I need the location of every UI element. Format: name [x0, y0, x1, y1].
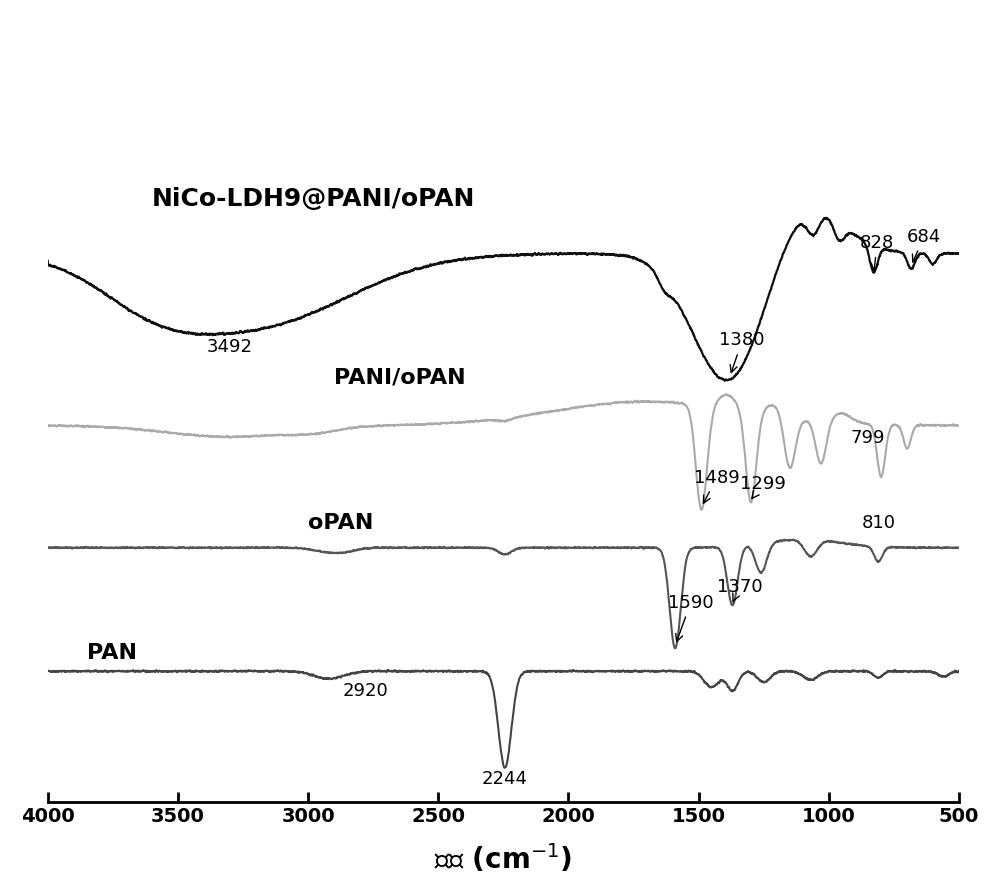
Text: 810: 810	[861, 513, 895, 531]
Text: 828: 828	[860, 234, 894, 271]
Text: 1489: 1489	[694, 469, 740, 504]
Text: PANI/oPAN: PANI/oPAN	[334, 367, 466, 387]
Text: PAN: PAN	[87, 643, 137, 663]
Text: 1370: 1370	[717, 578, 762, 601]
Text: 3492: 3492	[207, 338, 253, 356]
Text: 799: 799	[851, 429, 885, 447]
Text: NiCo-LDH9@PANI/oPAN: NiCo-LDH9@PANI/oPAN	[152, 187, 475, 211]
Text: oPAN: oPAN	[308, 513, 373, 533]
Text: 1590: 1590	[668, 593, 714, 642]
Text: 1380: 1380	[719, 332, 765, 373]
Text: 684: 684	[907, 228, 941, 262]
Text: 2244: 2244	[482, 770, 528, 788]
Text: 2920: 2920	[342, 682, 388, 700]
Text: 1299: 1299	[740, 475, 786, 498]
X-axis label: 波数 (cm$^{-1}$): 波数 (cm$^{-1}$)	[434, 842, 572, 875]
